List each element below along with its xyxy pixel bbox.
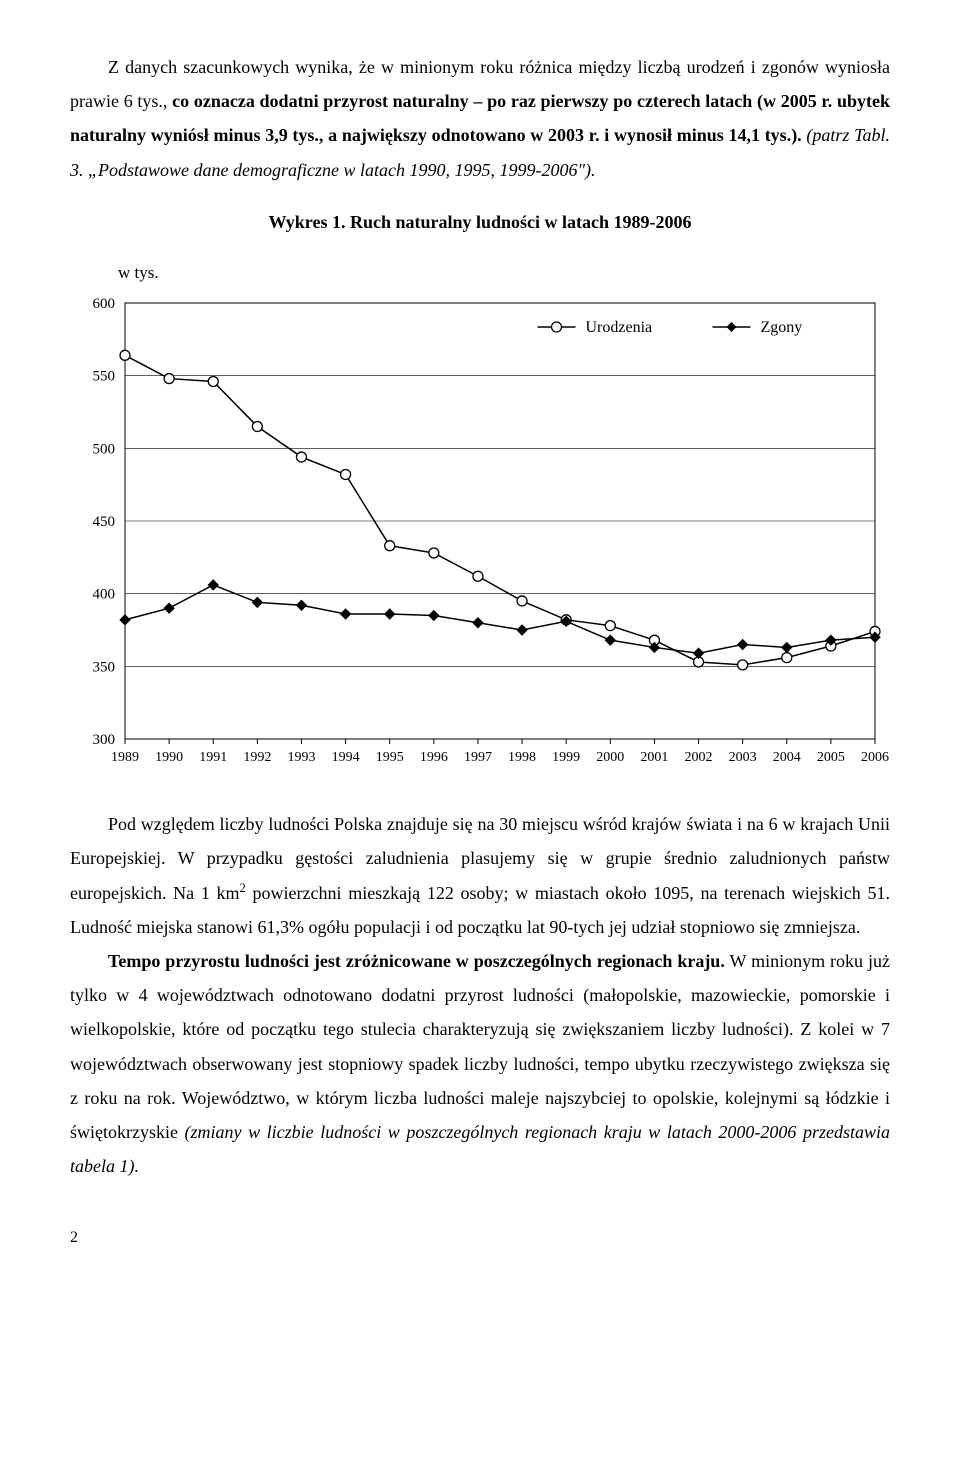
line-chart: 300 350 400 450 500 550 600 1989 1990 1991 1992 199… [70, 293, 890, 773]
chart-container: w tys. 300 350 400 450 500 550 600 1989 1990 1991… [70, 257, 890, 773]
svg-text:2003: 2003 [729, 750, 757, 765]
svg-text:2000: 2000 [596, 750, 624, 765]
svg-text:1995: 1995 [376, 750, 404, 765]
svg-text:2004: 2004 [773, 750, 801, 765]
svg-text:Urodzenia: Urodzenia [586, 319, 653, 336]
svg-text:1990: 1990 [155, 750, 183, 765]
text-italic: (zmiany w liczbie ludności w poszczególn… [70, 1122, 890, 1176]
paragraph-1: Z danych szacunkowych wynika, że w minio… [70, 50, 890, 187]
svg-text:1993: 1993 [287, 750, 315, 765]
svg-text:2006: 2006 [861, 750, 889, 765]
svg-text:1998: 1998 [508, 750, 536, 765]
svg-text:1989: 1989 [111, 750, 139, 765]
svg-text:500: 500 [93, 442, 116, 458]
svg-text:350: 350 [93, 660, 116, 676]
svg-text:1996: 1996 [420, 750, 448, 765]
chart-title: Wykres 1. Ruch naturalny ludności w lata… [70, 205, 890, 239]
svg-text:600: 600 [93, 296, 116, 312]
paragraph-3: Tempo przyrostu ludności jest zróżnicowa… [70, 944, 890, 1183]
svg-text:1999: 1999 [552, 750, 580, 765]
svg-text:1992: 1992 [243, 750, 271, 765]
svg-text:550: 550 [93, 369, 116, 385]
svg-text:1991: 1991 [199, 750, 227, 765]
svg-text:450: 450 [93, 514, 116, 530]
svg-text:2001: 2001 [640, 750, 668, 765]
svg-text:1994: 1994 [332, 750, 360, 765]
paragraph-2: Pod względem liczby ludności Polska znaj… [70, 807, 890, 944]
svg-text:Zgony: Zgony [761, 319, 803, 336]
page-number: 2 [70, 1223, 890, 1253]
svg-text:2005: 2005 [817, 750, 845, 765]
svg-text:300: 300 [93, 732, 116, 748]
text-bold: Tempo przyrostu ludności jest zróżnicowa… [108, 951, 725, 971]
svg-text:2002: 2002 [685, 750, 713, 765]
svg-text:400: 400 [93, 587, 116, 603]
y-axis-unit: w tys. [118, 257, 890, 289]
svg-text:1997: 1997 [464, 750, 492, 765]
text-bold: co oznacza dodatni przyrost naturalny – … [70, 91, 890, 145]
text: W minionym roku już tylko w 4 województw… [70, 951, 890, 1142]
